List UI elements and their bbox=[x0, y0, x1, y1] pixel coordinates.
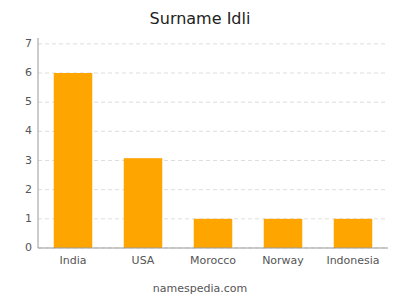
plot-area bbox=[38, 44, 388, 248]
x-tick-label: Indonesia bbox=[326, 254, 379, 267]
y-tick-label: 4 bbox=[25, 124, 32, 137]
bar bbox=[54, 73, 93, 248]
x-tick-label: Norway bbox=[262, 254, 304, 267]
title: Surname Idli bbox=[150, 9, 251, 28]
bar bbox=[124, 158, 163, 248]
y-tick-label: 2 bbox=[25, 183, 32, 196]
y-tick-label: 1 bbox=[25, 212, 32, 225]
y-axis-line bbox=[38, 38, 39, 248]
page: {"chart_data": {"type": "bar", "title": … bbox=[0, 0, 400, 300]
grid-line bbox=[38, 248, 388, 249]
x-tick-label: India bbox=[60, 254, 87, 267]
bar bbox=[264, 219, 303, 248]
bar bbox=[334, 219, 373, 248]
x-axis-line bbox=[38, 248, 388, 249]
y-tick-label: 3 bbox=[25, 154, 32, 167]
y-tick-label: 5 bbox=[25, 95, 32, 108]
x-tick-label: Morocco bbox=[190, 254, 236, 267]
y-tick-label: 6 bbox=[25, 66, 32, 79]
grid-line bbox=[38, 43, 388, 44]
bars bbox=[54, 73, 373, 248]
chart-svg: 0 1 2 3 4 5 6 7 India USA Morocco Norway Indonesia Su… bbox=[0, 0, 400, 300]
footer-annotation: namespedia.com bbox=[153, 282, 247, 295]
y-tick-label: 0 bbox=[25, 241, 32, 254]
chart-container: 0 1 2 3 4 5 6 7 India USA Morocco Norway Indonesia Su… bbox=[0, 0, 400, 300]
y-tick-label: 7 bbox=[25, 37, 32, 50]
bar bbox=[194, 219, 233, 248]
x-tick-label: USA bbox=[132, 254, 155, 267]
